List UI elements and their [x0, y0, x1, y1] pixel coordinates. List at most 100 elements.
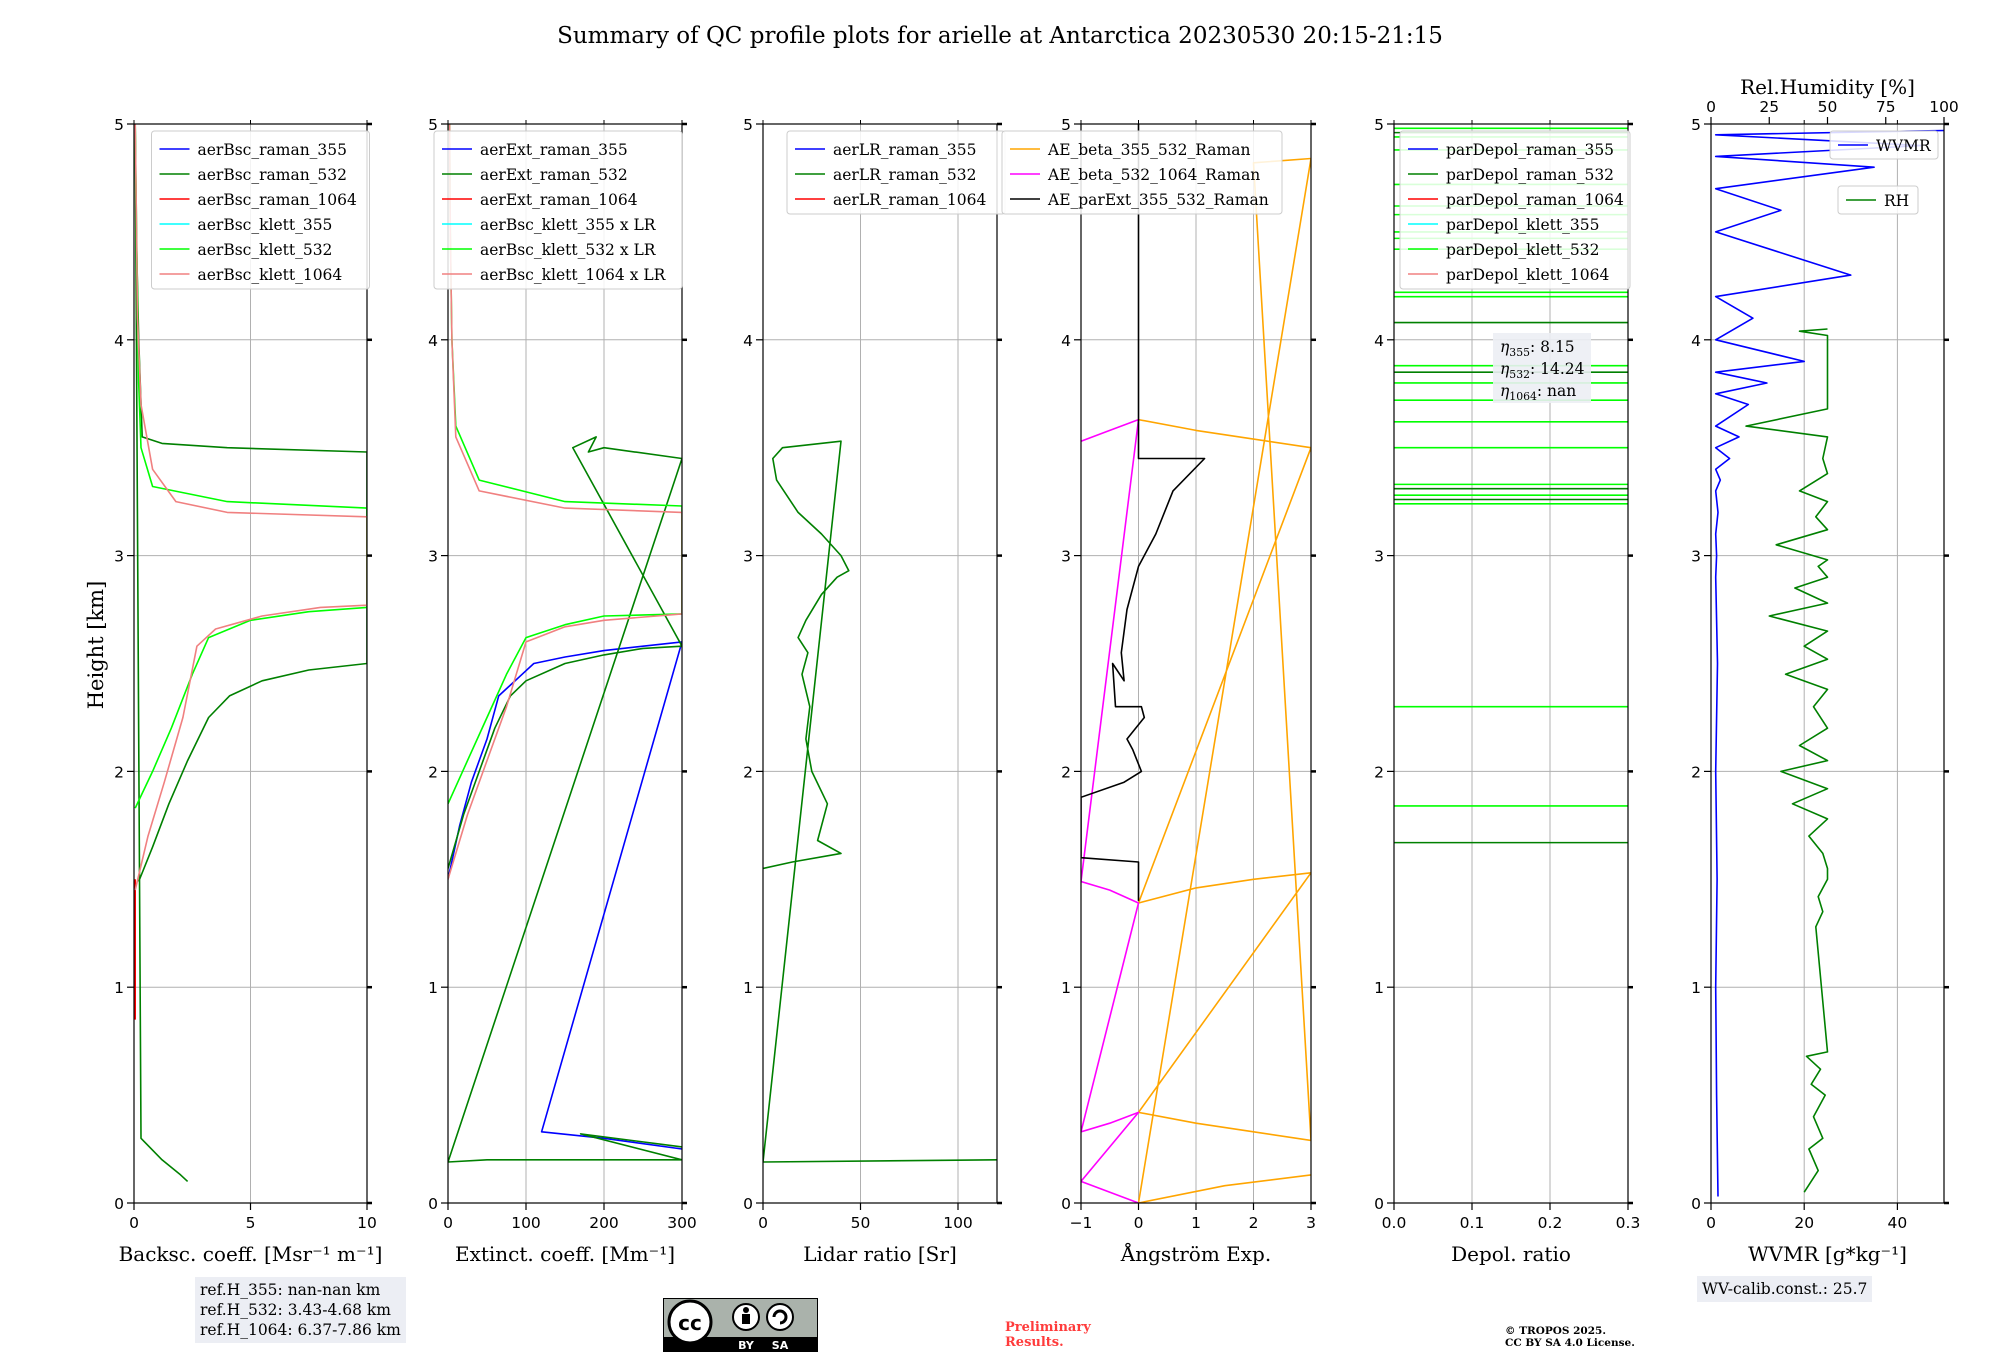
top-x-axis-label: Rel.Humidity [%]	[1740, 75, 1915, 99]
annotation-text: η532: 14.24	[1500, 360, 1585, 381]
legend-label: AE_parExt_355_532_Raman	[1047, 191, 1269, 209]
y-tick-label: 3	[114, 548, 124, 566]
legend-label: aerLR_raman_355	[833, 141, 976, 159]
x-tick-label: 0	[443, 1214, 453, 1232]
x-axis-label: Backsc. coeff. [Msr⁻¹ m⁻¹]	[119, 1242, 383, 1266]
legend-label: aerBsc_klett_355 x LR	[480, 216, 657, 234]
series-aerext-raman-355	[448, 641, 682, 1150]
y-tick-label: 2	[1374, 763, 1384, 781]
legend-label: AE_beta_532_1064_Raman	[1047, 166, 1260, 184]
copyright-line-1: © TROPOS 2025.	[1505, 1325, 1607, 1337]
y-tick-label: 1	[1374, 979, 1384, 997]
x-tick-label: 2	[1249, 1214, 1259, 1232]
cc-by-sa-badge: cc BY SA	[662, 1297, 819, 1353]
x-tick-label: 0	[758, 1214, 768, 1232]
x-tick-label: 0	[1134, 1214, 1144, 1232]
y-tick-label: 5	[1691, 116, 1701, 134]
legend-label: aerBsc_klett_532 x LR	[480, 241, 657, 259]
series-ae-parext-355-532-raman	[1081, 124, 1206, 901]
legend-label: aerLR_raman_1064	[833, 191, 986, 209]
y-tick-label: 1	[743, 979, 753, 997]
x-tick-label: 0.0	[1382, 1214, 1407, 1232]
x-tick-label: 20	[1794, 1214, 1814, 1232]
y-tick-label: 5	[1374, 116, 1384, 134]
y-tick-label: 4	[743, 332, 753, 350]
y-tick-label: 5	[428, 116, 438, 134]
panel-lidar_ratio: 0 50 100 0 1 2 3 4 5 Lidar ratio [Sr] aerLR_raman_…	[743, 116, 1006, 1266]
legend-box	[1837, 185, 1919, 215]
legend-label: aerBsc_klett_1064	[198, 266, 343, 284]
y-tick-label: 3	[1374, 548, 1384, 566]
y-tick-label: 1	[428, 979, 438, 997]
axes-frame	[1393, 123, 1629, 1204]
legend-label: parDepol_klett_1064	[1446, 266, 1609, 284]
x-axis-label: Lidar ratio [Sr]	[803, 1242, 957, 1266]
legend-rh: RH	[1837, 185, 1919, 215]
annotation-box	[1493, 333, 1591, 403]
y-tick-label: 3	[428, 548, 438, 566]
y-tick-label: 2	[1691, 763, 1701, 781]
preliminary-line-1: Preliminary	[1005, 1320, 1091, 1335]
series-aerbsc-klett-1064	[134, 124, 367, 891]
y-tick-label: 2	[428, 763, 438, 781]
y-tick-label: 2	[114, 763, 124, 781]
y-tick-label: 4	[1061, 332, 1071, 350]
legend-box	[1829, 130, 1939, 160]
axes-frame	[447, 123, 683, 1204]
y-axis-label: Height [km]	[84, 581, 108, 710]
legend-box	[433, 130, 683, 290]
legend-label: aerBsc_klett_355	[198, 216, 333, 234]
y-tick-label: 4	[1374, 332, 1384, 350]
legend-label: parDepol_raman_1064	[1446, 191, 1624, 209]
y-tick-label: 4	[114, 332, 124, 350]
ref-height-532: ref.H_532: 3.43-4.68 km	[200, 1301, 391, 1319]
series-group	[1081, 124, 1311, 1203]
y-tick-label: 1	[114, 979, 124, 997]
y-tick-label: 1	[1061, 979, 1071, 997]
x-tick-label: 200	[589, 1214, 619, 1232]
top-x-tick-label: 100	[1929, 98, 1959, 116]
ref-height-1064: ref.H_1064: 6.37-7.86 km	[200, 1321, 401, 1339]
legend-box	[151, 130, 370, 290]
legend-label: parDepol_klett_355	[1446, 216, 1599, 234]
figure-title: Summary of QC profile plots for arielle …	[557, 23, 1443, 49]
cc-icon	[667, 1299, 713, 1345]
legend: AE_beta_355_532_Raman AE_beta_532_1064_Ra…	[1001, 130, 1283, 215]
legend-box	[1001, 130, 1283, 215]
panel-depol: 0.0 0.1 0.2 0.3 0 1 2 3 4 5 Depol. ratio parDepol_r…	[1374, 116, 1640, 1266]
legend-wvmr: WVMR	[1829, 130, 1939, 160]
legend-label: RH	[1884, 192, 1909, 210]
wv-calib-const: WV-calib.const.: 25.7	[1702, 1280, 1868, 1298]
annotation-text: η1064: nan	[1500, 382, 1576, 403]
top-x-tick-label: 25	[1759, 98, 1779, 116]
panel-wvmr: 0 20 40 0 1 2 3 4 5 WVMR [g*kg⁻¹] 0 25 50 75 100 Rel.Hu…	[1691, 75, 1959, 1266]
x-tick-label: 100	[511, 1214, 541, 1232]
reference-height-box: ref.H_355: nan-nan km ref.H_532: 3.43-4.…	[195, 1277, 406, 1343]
legend: parDepol_raman_355 parDepol_raman_532 parD…	[1399, 130, 1631, 290]
x-axis-label: Extinct. coeff. [Mm⁻¹]	[455, 1242, 675, 1266]
preliminary-note: Preliminary Results.	[1005, 1320, 1091, 1350]
y-tick-label: 0	[1061, 1195, 1071, 1213]
series-ae-beta-532-1064-raman	[1081, 418, 1140, 1203]
x-tick-label: 50	[851, 1214, 871, 1232]
legend-box	[1399, 130, 1631, 290]
legend: aerLR_raman_355 aerLR_raman_532 aerLR_rama…	[786, 130, 1006, 215]
y-tick-label: 3	[743, 548, 753, 566]
series-group	[763, 440, 997, 1163]
y-tick-label: 2	[1061, 763, 1071, 781]
x-tick-label: 10	[357, 1214, 377, 1232]
y-tick-label: 0	[1691, 1195, 1701, 1213]
y-tick-label: 2	[743, 763, 753, 781]
x-tick-label: 0.2	[1538, 1214, 1563, 1232]
top-x-tick-label: 0	[1706, 98, 1716, 116]
y-tick-label: 5	[1061, 116, 1071, 134]
series-aerbsc-raman-532	[134, 124, 367, 1182]
svg-text:SA: SA	[772, 1339, 789, 1352]
x-tick-label: 0.1	[1460, 1214, 1485, 1232]
legend-label: WVMR	[1876, 137, 1932, 155]
x-tick-label: 5	[246, 1214, 256, 1232]
legend-label: aerExt_raman_1064	[480, 191, 638, 209]
